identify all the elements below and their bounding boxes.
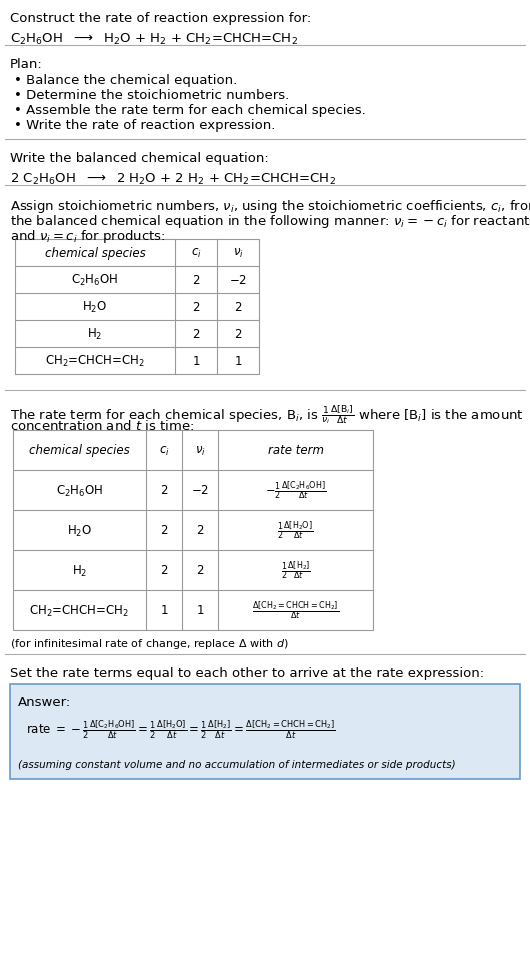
Text: 2: 2 <box>192 301 200 314</box>
Text: 2: 2 <box>160 484 168 497</box>
Text: • Determine the stoichiometric numbers.: • Determine the stoichiometric numbers. <box>14 89 289 102</box>
Text: 2: 2 <box>196 564 204 576</box>
Text: chemical species: chemical species <box>29 444 130 457</box>
Text: C$_2$H$_6$OH: C$_2$H$_6$OH <box>72 273 119 288</box>
Text: Write the balanced chemical equation:: Write the balanced chemical equation: <box>10 151 269 165</box>
Text: 2 C$_2$H$_6$OH  $\longrightarrow$  2 H$_2$O + 2 H$_2$ + CH$_2$=CHCH=CH$_2$: 2 C$_2$H$_6$OH $\longrightarrow$ 2 H$_2$… <box>10 172 336 187</box>
Text: $\frac{1}{2}\frac{\Delta[\mathrm{H_2O}]}{\Delta t}$: $\frac{1}{2}\frac{\Delta[\mathrm{H_2O}]}… <box>277 519 314 542</box>
Text: 2: 2 <box>196 524 204 537</box>
Text: 1: 1 <box>192 355 200 367</box>
Text: Assign stoichiometric numbers, $\nu_i$, using the stoichiometric coefficients, $: Assign stoichiometric numbers, $\nu_i$, … <box>10 197 530 215</box>
Text: CH$_2$=CHCH=CH$_2$: CH$_2$=CHCH=CH$_2$ <box>30 603 129 617</box>
Text: $-2$: $-2$ <box>229 274 247 286</box>
Text: H$_2$: H$_2$ <box>87 326 103 342</box>
Text: 2: 2 <box>192 274 200 286</box>
Text: $\frac{\Delta[\mathrm{CH_2{=}CHCH{=}CH_2}]}{\Delta t}$: $\frac{\Delta[\mathrm{CH_2{=}CHCH{=}CH_2… <box>252 599 339 621</box>
Bar <box>15 239 259 374</box>
Text: Answer:: Answer: <box>18 696 71 708</box>
Text: 1: 1 <box>196 604 204 616</box>
Text: chemical species: chemical species <box>45 247 145 260</box>
Text: H$_2$O: H$_2$O <box>83 300 108 315</box>
Text: 1: 1 <box>160 604 168 616</box>
Text: 2: 2 <box>234 301 242 314</box>
Text: rate term: rate term <box>268 444 323 457</box>
Text: 2: 2 <box>160 564 168 576</box>
Text: C$_2$H$_6$OH: C$_2$H$_6$OH <box>56 483 103 498</box>
Text: H$_2$O: H$_2$O <box>67 523 92 538</box>
Text: $\nu_i$: $\nu_i$ <box>233 247 243 260</box>
Text: H$_2$: H$_2$ <box>72 563 87 578</box>
Bar <box>13 431 373 630</box>
Text: • Write the rate of reaction expression.: • Write the rate of reaction expression. <box>14 119 276 132</box>
Text: Set the rate terms equal to each other to arrive at the rate expression:: Set the rate terms equal to each other t… <box>10 666 484 679</box>
Text: 1: 1 <box>234 355 242 367</box>
FancyBboxPatch shape <box>10 684 520 780</box>
Text: the balanced chemical equation in the following manner: $\nu_i = -c_i$ for react: the balanced chemical equation in the fo… <box>10 213 530 230</box>
Text: Construct the rate of reaction expression for:: Construct the rate of reaction expressio… <box>10 12 311 25</box>
Text: 2: 2 <box>160 524 168 537</box>
Text: (assuming constant volume and no accumulation of intermediates or side products): (assuming constant volume and no accumul… <box>18 759 456 769</box>
Text: Plan:: Plan: <box>10 58 43 71</box>
Text: $\frac{1}{2}\frac{\Delta[\mathrm{H_2}]}{\Delta t}$: $\frac{1}{2}\frac{\Delta[\mathrm{H_2}]}{… <box>280 559 311 582</box>
Text: • Balance the chemical equation.: • Balance the chemical equation. <box>14 74 237 87</box>
Text: $c_i$: $c_i$ <box>158 444 170 457</box>
Text: • Assemble the rate term for each chemical species.: • Assemble the rate term for each chemic… <box>14 104 366 117</box>
Text: $\nu_i$: $\nu_i$ <box>195 444 206 457</box>
Text: CH$_2$=CHCH=CH$_2$: CH$_2$=CHCH=CH$_2$ <box>45 354 145 368</box>
Text: $-2$: $-2$ <box>191 484 209 497</box>
Text: 2: 2 <box>192 327 200 341</box>
Text: and $\nu_i = c_i$ for products:: and $\nu_i = c_i$ for products: <box>10 228 165 245</box>
Text: rate $= -\frac{1}{2}\frac{\Delta[\mathrm{C_2H_6OH}]}{\Delta t} = \frac{1}{2}\fra: rate $= -\frac{1}{2}\frac{\Delta[\mathrm… <box>26 718 335 741</box>
Text: C$_2$H$_6$OH  $\longrightarrow$  H$_2$O + H$_2$ + CH$_2$=CHCH=CH$_2$: C$_2$H$_6$OH $\longrightarrow$ H$_2$O + … <box>10 32 298 47</box>
Text: 2: 2 <box>234 327 242 341</box>
Text: The rate term for each chemical species, B$_i$, is $\frac{1}{\nu_i}\frac{\Delta[: The rate term for each chemical species,… <box>10 403 524 426</box>
Text: (for infinitesimal rate of change, replace $\Delta$ with $d$): (for infinitesimal rate of change, repla… <box>10 636 289 651</box>
Text: $-\frac{1}{2}\frac{\Delta[\mathrm{C_2H_6OH}]}{\Delta t}$: $-\frac{1}{2}\frac{\Delta[\mathrm{C_2H_6… <box>265 479 326 502</box>
Text: $c_i$: $c_i$ <box>191 247 201 260</box>
Text: concentration and $t$ is time:: concentration and $t$ is time: <box>10 418 194 433</box>
